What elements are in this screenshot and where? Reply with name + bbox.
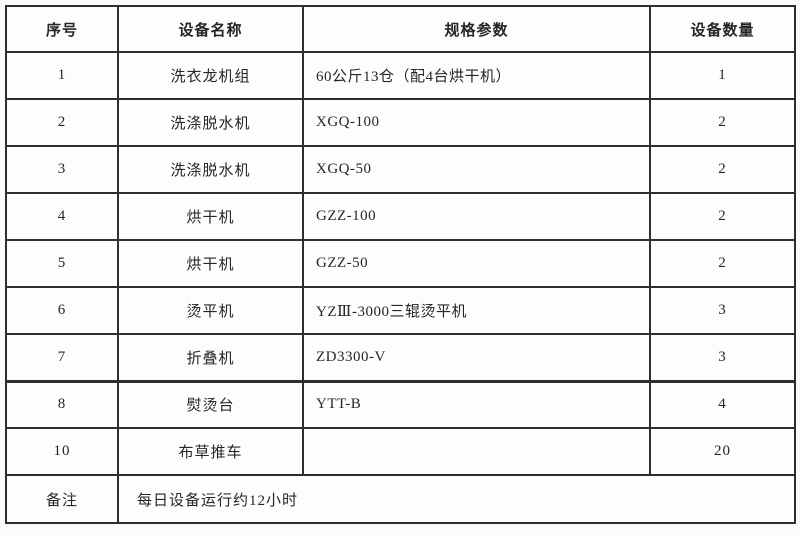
header-row: 序号 设备名称 规格参数 设备数量 <box>5 5 796 53</box>
equipment-name-cell: 洗涤脱水机 <box>117 98 304 147</box>
header-serial: 序号 <box>5 5 119 53</box>
table-row: 8 熨烫台 YTT-B 4 <box>5 379 796 429</box>
serial-cell: 8 <box>5 379 119 429</box>
quantity-cell: 2 <box>649 192 796 241</box>
table-row: 1 洗衣龙机组 60公斤13仓（配4台烘干机） 1 <box>5 51 796 100</box>
quantity-cell: 2 <box>649 98 796 147</box>
quantity-cell: 2 <box>649 239 796 288</box>
remark-label-cell: 备注 <box>5 474 119 524</box>
table-row: 7 折叠机 ZD3300-V 3 <box>5 333 796 382</box>
spec-cell: XGQ-50 <box>302 145 651 194</box>
header-equipment-name: 设备名称 <box>117 5 304 53</box>
spec-cell: YTT-B <box>302 379 651 429</box>
spec-cell: XGQ-100 <box>302 98 651 147</box>
quantity-cell: 3 <box>649 333 796 382</box>
header-spec: 规格参数 <box>302 5 651 53</box>
quantity-cell: 20 <box>649 427 796 476</box>
spec-cell: GZZ-100 <box>302 192 651 241</box>
table-row: 5 烘干机 GZZ-50 2 <box>5 239 796 288</box>
spec-cell: 60公斤13仓（配4台烘干机） <box>302 51 651 100</box>
serial-cell: 1 <box>5 51 119 100</box>
table-row: 2 洗涤脱水机 XGQ-100 2 <box>5 98 796 147</box>
equipment-name-cell: 折叠机 <box>117 333 304 382</box>
spec-cell: YZⅢ-3000三辊烫平机 <box>302 286 651 335</box>
serial-cell: 4 <box>5 192 119 241</box>
equipment-table: 序号 设备名称 规格参数 设备数量 1 洗衣龙机组 60公斤13仓（配4台烘干机… <box>5 5 796 524</box>
serial-cell: 5 <box>5 239 119 288</box>
serial-cell: 6 <box>5 286 119 335</box>
spec-cell <box>302 427 651 476</box>
equipment-name-cell: 烫平机 <box>117 286 304 335</box>
serial-cell: 7 <box>5 333 119 382</box>
header-quantity: 设备数量 <box>649 5 796 53</box>
remark-text-cell: 每日设备运行约12小时 <box>117 474 796 524</box>
serial-cell: 10 <box>5 427 119 476</box>
table-row: 10 布草推车 20 <box>5 427 796 476</box>
remark-row: 备注 每日设备运行约12小时 <box>5 474 796 524</box>
quantity-cell: 4 <box>649 379 796 429</box>
serial-cell: 2 <box>5 98 119 147</box>
serial-cell: 3 <box>5 145 119 194</box>
quantity-cell: 2 <box>649 145 796 194</box>
spec-cell: GZZ-50 <box>302 239 651 288</box>
equipment-name-cell: 洗衣龙机组 <box>117 51 304 100</box>
equipment-name-cell: 烘干机 <box>117 239 304 288</box>
equipment-name-cell: 洗涤脱水机 <box>117 145 304 194</box>
equipment-name-cell: 布草推车 <box>117 427 304 476</box>
quantity-cell: 1 <box>649 51 796 100</box>
table-row: 3 洗涤脱水机 XGQ-50 2 <box>5 145 796 194</box>
quantity-cell: 3 <box>649 286 796 335</box>
equipment-name-cell: 烘干机 <box>117 192 304 241</box>
table-row: 4 烘干机 GZZ-100 2 <box>5 192 796 241</box>
equipment-name-cell: 熨烫台 <box>117 379 304 429</box>
spec-cell: ZD3300-V <box>302 333 651 382</box>
table-row: 6 烫平机 YZⅢ-3000三辊烫平机 3 <box>5 286 796 335</box>
